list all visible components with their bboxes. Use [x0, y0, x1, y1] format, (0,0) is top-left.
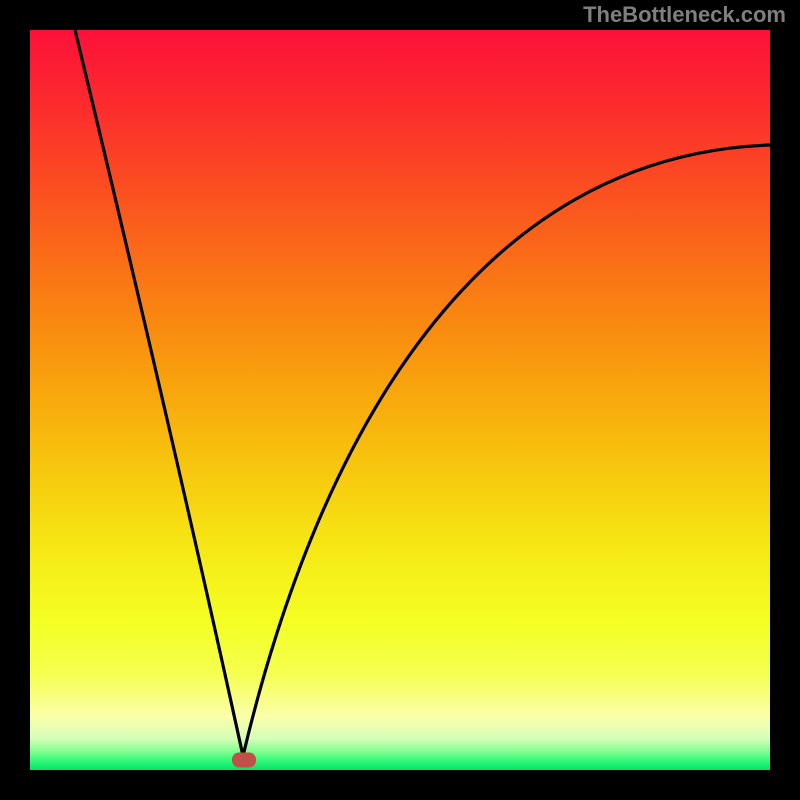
plot-area — [30, 30, 770, 770]
watermark: TheBottleneck.com — [583, 2, 786, 27]
notch-marker — [232, 753, 256, 768]
bottleneck-chart: TheBottleneck.com — [0, 0, 800, 800]
